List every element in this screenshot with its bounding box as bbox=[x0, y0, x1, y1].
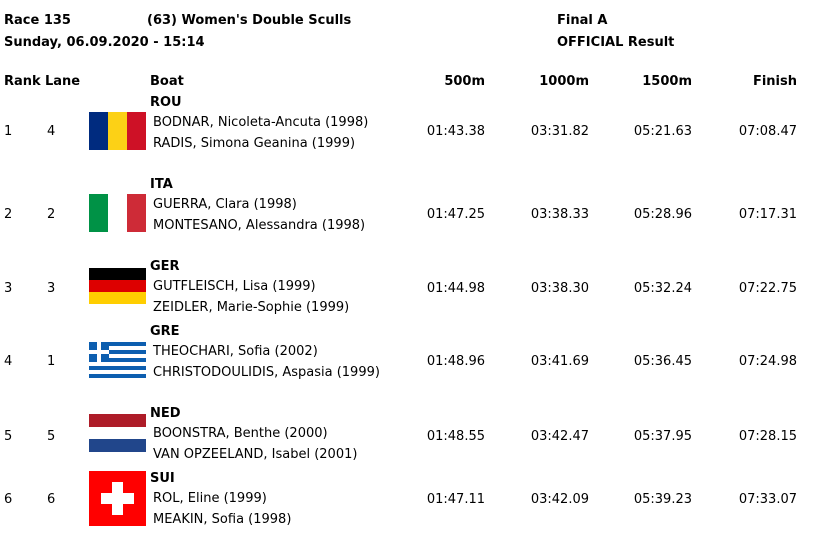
flag bbox=[89, 471, 146, 526]
rank: 3 bbox=[4, 281, 13, 296]
time: 05:39.23 bbox=[633, 492, 692, 507]
lane: 6 bbox=[47, 492, 56, 507]
time: 03:41.69 bbox=[530, 354, 589, 369]
rank: 1 bbox=[4, 124, 13, 139]
status: OFFICIAL Result bbox=[557, 35, 675, 50]
country: NED bbox=[150, 406, 181, 421]
race: Race 135 bbox=[4, 13, 71, 28]
date: Sunday, 06.09.2020 - 15:14 bbox=[4, 35, 205, 50]
time: 05:36.45 bbox=[633, 354, 692, 369]
time: 07:33.07 bbox=[738, 492, 797, 507]
time: 01:47.25 bbox=[426, 207, 485, 222]
time: 01:44.98 bbox=[426, 281, 485, 296]
country: ITA bbox=[150, 177, 173, 192]
rower: MONTESANO, Alessandra (1998) bbox=[153, 218, 366, 233]
event: (63) Women's Double Sculls bbox=[147, 13, 352, 28]
phase: Final A bbox=[557, 13, 608, 28]
time: 07:22.75 bbox=[738, 281, 797, 296]
time: 01:43.38 bbox=[426, 124, 485, 139]
rank: 6 bbox=[4, 492, 13, 507]
lane: 2 bbox=[47, 207, 56, 222]
lane: 1 bbox=[47, 354, 56, 369]
crew: GUTFLEISCH, Lisa (1999) ZEIDLER, Marie-So… bbox=[153, 278, 385, 320]
rower: CHRISTODOULIDIS, Aspasia (1999) bbox=[153, 365, 380, 380]
column-header: Finish bbox=[752, 74, 797, 89]
rower: ZEIDLER, Marie-Sophie (1999) bbox=[153, 300, 350, 315]
column-header: 1000m bbox=[539, 74, 589, 89]
column-header: 1500m bbox=[642, 74, 692, 89]
time: 05:28.96 bbox=[633, 207, 692, 222]
time: 03:42.09 bbox=[530, 492, 589, 507]
time: 01:48.96 bbox=[426, 354, 485, 369]
flag bbox=[89, 112, 146, 150]
time: 03:31.82 bbox=[530, 124, 589, 139]
flag bbox=[89, 268, 146, 304]
flag bbox=[89, 342, 146, 378]
rower: THEOCHARI, Sofia (2002) bbox=[153, 344, 318, 359]
crew: THEOCHARI, Sofia (2002) CHRISTODOULIDIS, … bbox=[153, 343, 385, 385]
time: 05:21.63 bbox=[633, 124, 692, 139]
rank: 4 bbox=[4, 354, 13, 369]
rower: MEAKIN, Sofia (1998) bbox=[153, 512, 292, 527]
rower: RADIS, Simona Geanina (1999) bbox=[153, 136, 356, 151]
time: 05:32.24 bbox=[633, 281, 692, 296]
rower: BOONSTRA, Benthe (2000) bbox=[153, 426, 328, 441]
lane: 5 bbox=[47, 429, 56, 444]
rower: ROL, Eline (1999) bbox=[153, 491, 267, 506]
time: 03:38.30 bbox=[530, 281, 589, 296]
column-header: Boat bbox=[150, 74, 184, 89]
crew: ROL, Eline (1999) MEAKIN, Sofia (1998) bbox=[153, 490, 385, 532]
time: 07:17.31 bbox=[738, 207, 797, 222]
crew: BOONSTRA, Benthe (2000) VAN OPZEELAND, Is… bbox=[153, 425, 385, 467]
flag bbox=[89, 194, 146, 232]
crew: GUERRA, Clara (1998) MONTESANO, Alessandr… bbox=[153, 196, 385, 238]
time: 03:42.47 bbox=[530, 429, 589, 444]
time: 05:37.95 bbox=[633, 429, 692, 444]
time: 03:38.33 bbox=[530, 207, 589, 222]
country: GER bbox=[150, 259, 180, 274]
country: GRE bbox=[150, 324, 180, 339]
time: 07:08.47 bbox=[738, 124, 797, 139]
rower: GUERRA, Clara (1998) bbox=[153, 197, 297, 212]
country: ROU bbox=[150, 95, 182, 110]
column-header: Lane bbox=[45, 74, 81, 89]
rower: BODNAR, Nicoleta-Ancuta (1998) bbox=[153, 115, 369, 130]
rower: VAN OPZEELAND, Isabel (2001) bbox=[153, 447, 358, 462]
time: 01:47.11 bbox=[426, 492, 485, 507]
lane: 4 bbox=[47, 124, 56, 139]
rank: 5 bbox=[4, 429, 13, 444]
crew: BODNAR, Nicoleta-Ancuta (1998) RADIS, Sim… bbox=[153, 114, 385, 156]
time: 01:48.55 bbox=[426, 429, 485, 444]
time: 07:24.98 bbox=[738, 354, 797, 369]
country: SUI bbox=[150, 471, 175, 486]
rank: 2 bbox=[4, 207, 13, 222]
lane: 3 bbox=[47, 281, 56, 296]
flag bbox=[89, 414, 146, 452]
time: 07:28.15 bbox=[738, 429, 797, 444]
column-header: Rank bbox=[4, 74, 41, 89]
rower: GUTFLEISCH, Lisa (1999) bbox=[153, 279, 316, 294]
column-header: 500m bbox=[444, 74, 485, 89]
